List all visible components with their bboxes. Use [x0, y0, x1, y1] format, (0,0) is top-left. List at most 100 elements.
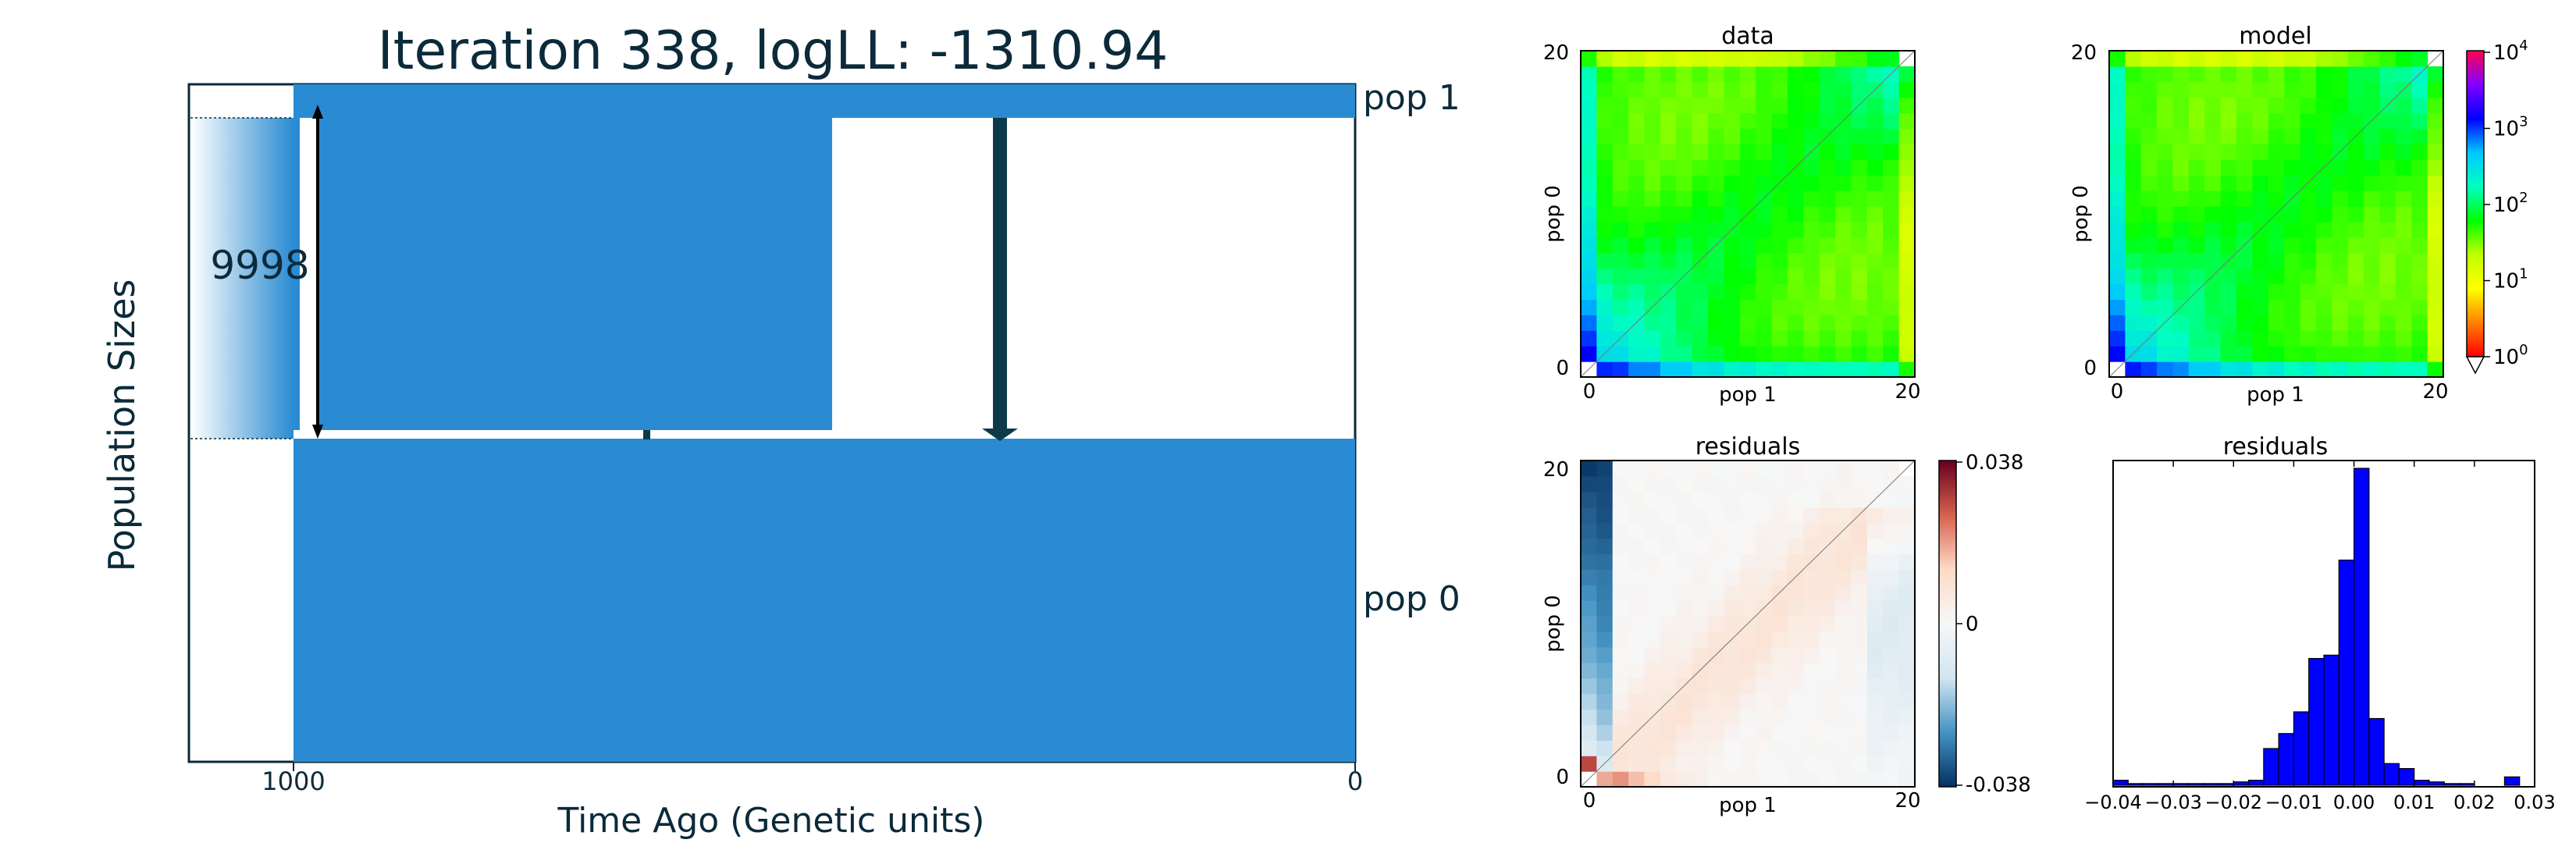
heatmap-cell: [1692, 97, 1709, 114]
heatmap-cell: [1628, 756, 1646, 772]
heatmap-cell: [1866, 252, 1884, 269]
heatmap-cell: [1692, 740, 1709, 756]
heatmap-cell: [1787, 491, 1804, 508]
heatmap-cell: [2220, 283, 2237, 301]
heatmap-cell: [2220, 112, 2237, 130]
heatmap-cell: [1803, 662, 1820, 679]
heatmap-cell: [1724, 709, 1741, 725]
heatmap-cell: [1819, 346, 1836, 362]
heatmap-cell: [1787, 283, 1804, 301]
histogram-tick-label: −0.02: [2205, 791, 2263, 813]
heatmap-cell: [1581, 346, 1597, 362]
heatmap-cell: [2395, 315, 2412, 331]
data-title: data: [1721, 23, 1774, 50]
heatmap-cell: [1708, 330, 1725, 347]
heatmap-cell: [1883, 756, 1900, 772]
heatmap-cell: [1708, 175, 1725, 191]
heatmap-cell: [1819, 740, 1836, 756]
heatmap-cell: [1644, 252, 1661, 269]
heatmap-cell: [2347, 81, 2364, 98]
heatmap-cell: [1756, 206, 1773, 222]
histogram-bar: [2142, 783, 2159, 786]
heatmap-cell: [1851, 662, 1868, 679]
heatmap-cell: [1835, 299, 1852, 315]
heatmap-cell: [1612, 268, 1629, 285]
heatmap-cell: [1612, 112, 1629, 130]
heatmap-cell: [1787, 361, 1804, 378]
residuals-heatmap-cells: [1580, 460, 1916, 788]
heatmap-cell: [1883, 237, 1900, 254]
heatmap-cell: [1898, 507, 1916, 524]
heatmap-cell: [1724, 175, 1741, 191]
heatmap-cell: [1787, 461, 1804, 477]
heatmap-cell: [2204, 315, 2222, 331]
heatmap-cell: [1708, 475, 1725, 493]
heatmap-cell: [1803, 600, 1820, 617]
heatmap-cell: [1644, 268, 1661, 285]
heatmap-cell: [2125, 97, 2142, 114]
heatmap-cell: [2364, 97, 2381, 114]
heatmap-cell: [2300, 112, 2317, 130]
heatmap-cell: [1612, 159, 1629, 176]
heatmap-cell: [1612, 361, 1629, 378]
heatmap-cell: [1676, 252, 1693, 269]
heatmap-cell: [1692, 709, 1709, 725]
heatmap-cell: [1596, 206, 1614, 222]
heatmap-cell: [1787, 678, 1804, 695]
heatmap-cell: [2379, 283, 2396, 301]
heatmap-cell: [1898, 361, 1916, 378]
heatmap-cell: [1803, 315, 1820, 331]
heatmap-cell: [1581, 252, 1597, 269]
heatmap-cell: [2252, 97, 2269, 114]
heatmap-cell: [1644, 66, 1661, 83]
heatmap-cell: [1756, 522, 1773, 539]
heatmap-cell: [2427, 97, 2444, 114]
heatmap-cell: [1596, 740, 1614, 756]
heatmap-cell: [1660, 553, 1677, 570]
data-heatmap-panel: data 20 0 0 20 pop 1 pop 0: [1542, 23, 1921, 407]
heatmap-cell: [1660, 175, 1677, 191]
heatmap-cell: [1612, 128, 1629, 145]
heatmap-cell: [1835, 221, 1852, 238]
heatmap-cell: [1756, 237, 1773, 254]
heatmap-cell: [1898, 190, 1916, 207]
heatmap-cell: [2364, 206, 2381, 222]
heatmap-cell: [1851, 299, 1868, 315]
migration-arrow-head: [982, 429, 1018, 441]
heatmap-cell: [2315, 190, 2332, 207]
heatmap-cell: [2140, 221, 2158, 238]
heatmap-cell: [2188, 221, 2205, 238]
heatmap-cell: [1851, 206, 1868, 222]
heatmap-cell: [2379, 66, 2396, 83]
heatmap-cell: [1692, 693, 1709, 710]
heatmap-cell: [1676, 51, 1693, 67]
heatmap-cell: [2252, 346, 2269, 362]
heatmap-cell: [2427, 112, 2444, 130]
heatmap-cell: [1708, 51, 1725, 67]
heatmap-cell: [1676, 771, 1693, 788]
heatmap-cell: [2411, 51, 2428, 67]
heatmap-cell: [1819, 724, 1836, 741]
heatmap-cell: [1581, 461, 1597, 477]
heatmap-cell: [2268, 112, 2285, 130]
heatmap-cell: [1819, 361, 1836, 378]
heatmap-cell: [1596, 491, 1614, 508]
heatmap-cell: [2109, 283, 2126, 301]
heatmap-cell: [1866, 585, 1884, 601]
heatmap-cell: [1676, 631, 1693, 648]
heatmap-cell: [2395, 144, 2412, 160]
heatmap-cell: [1883, 190, 1900, 207]
heatmap-cell: [1628, 97, 1646, 114]
heatmap-cell: [1851, 740, 1868, 756]
heatmap-cell: [1692, 128, 1709, 145]
heatmap-cell: [1771, 66, 1788, 83]
heatmap-cell: [1708, 538, 1725, 555]
heatmap-cell: [2172, 97, 2190, 114]
heatmap-cell: [1724, 475, 1741, 493]
heatmap-cell: [2140, 268, 2158, 285]
heatmap-cell: [1692, 51, 1709, 67]
heatmap-cell: [2220, 206, 2237, 222]
heatmap-cell: [2284, 237, 2301, 254]
heatmap-cell: [2140, 81, 2158, 98]
pop0-label: pop 0: [1363, 579, 1461, 619]
